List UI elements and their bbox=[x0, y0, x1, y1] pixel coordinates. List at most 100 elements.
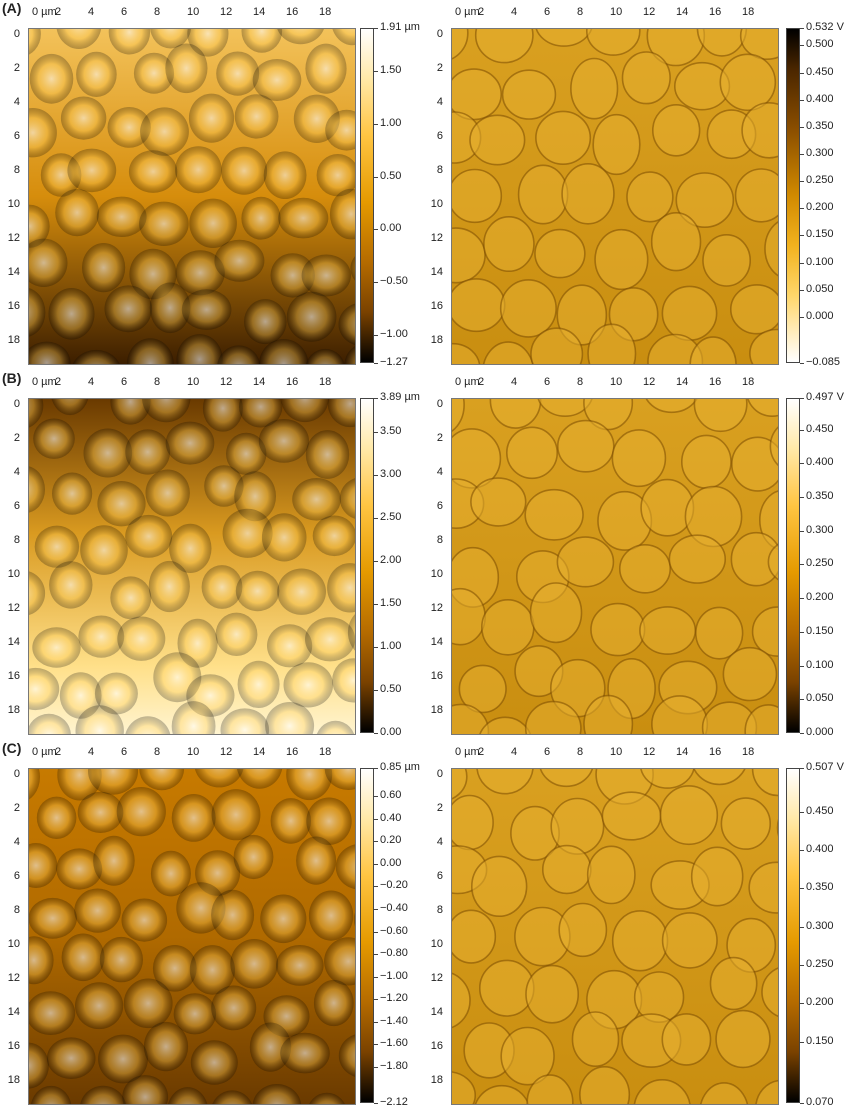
color-bar-tick bbox=[374, 954, 378, 956]
grain bbox=[452, 769, 468, 800]
color-bar-tick-label: 2.00 bbox=[380, 553, 402, 566]
grain bbox=[650, 212, 702, 272]
color-bar-tick-label: −1.00 bbox=[380, 969, 408, 982]
x-axis-tick-label: 4 bbox=[88, 6, 95, 18]
x-axis-tick-label: 0 µm bbox=[455, 376, 480, 388]
color-bar-tick-label: 0.50 bbox=[380, 169, 402, 182]
color-bar-tick bbox=[800, 733, 804, 734]
panel-label: (C) bbox=[2, 740, 22, 756]
color-bar-tick-label: 3.89 µm bbox=[380, 391, 420, 403]
panel-c: (C) 0 µm 2 4 6 8 10 12 14 16 18 0 2 4 6 8 10 12 14 16 18 0.85… bbox=[0, 740, 850, 1110]
grain bbox=[29, 466, 45, 513]
grain bbox=[51, 399, 89, 416]
color-bar-tick bbox=[374, 398, 378, 399]
grain bbox=[125, 716, 171, 734]
grain bbox=[313, 979, 354, 1027]
grain bbox=[283, 662, 334, 708]
grain bbox=[202, 399, 243, 432]
grain bbox=[739, 29, 778, 60]
phase-image bbox=[451, 28, 779, 365]
x-axis-tick-label: 14 bbox=[253, 6, 266, 18]
color-bar-tick-label: 0.250 bbox=[806, 174, 834, 187]
color-bar-tick bbox=[800, 235, 804, 237]
grain bbox=[29, 53, 74, 104]
color-bar-tick-label: −0.20 bbox=[380, 879, 408, 892]
phase-color-bar bbox=[786, 398, 800, 733]
color-bar-tick bbox=[374, 28, 378, 29]
y-axis-tick-label: 8 bbox=[13, 904, 20, 916]
grain bbox=[78, 615, 125, 658]
color-bar-tick bbox=[800, 363, 804, 364]
color-bar-tick-label: 1.91 µm bbox=[380, 21, 420, 33]
grain bbox=[338, 1034, 355, 1077]
grain bbox=[190, 1040, 238, 1085]
grain bbox=[621, 51, 671, 105]
grain bbox=[67, 148, 117, 193]
color-bar-tick-label: 0.450 bbox=[806, 804, 834, 817]
color-bar-tick-label: 0.00 bbox=[380, 726, 402, 738]
grain bbox=[471, 855, 528, 918]
grain bbox=[592, 113, 641, 176]
grain bbox=[188, 93, 235, 143]
grain bbox=[116, 787, 166, 837]
color-bar-tick-label: 0.00 bbox=[380, 222, 402, 235]
grain bbox=[75, 982, 124, 1030]
color-bar-tick bbox=[800, 768, 804, 769]
color-bar-tick-label: −1.80 bbox=[380, 1059, 408, 1072]
y-axis-tick-label: 8 bbox=[436, 534, 443, 546]
grain bbox=[110, 576, 152, 620]
grain bbox=[747, 399, 778, 417]
color-bar-tick bbox=[374, 560, 378, 562]
y-axis-tick-label: 0 bbox=[436, 398, 443, 410]
grain bbox=[305, 43, 347, 94]
grain bbox=[171, 701, 216, 734]
grain bbox=[301, 254, 351, 297]
grain bbox=[327, 563, 355, 613]
y-axis-tick-label: 6 bbox=[436, 130, 443, 142]
grain bbox=[558, 902, 608, 958]
grain bbox=[61, 933, 105, 982]
grain bbox=[534, 228, 586, 279]
color-bar-tick bbox=[800, 1041, 804, 1043]
grain bbox=[601, 791, 662, 841]
grain bbox=[237, 769, 283, 789]
y-axis-tick-label: 0 bbox=[13, 768, 20, 780]
grain bbox=[571, 1011, 620, 1068]
color-bar-tick-label: 0.070 bbox=[806, 1096, 834, 1108]
color-bar-tick bbox=[800, 564, 804, 566]
y-axis-tick-label: 12 bbox=[7, 972, 20, 984]
grain bbox=[88, 769, 138, 795]
grain bbox=[46, 1037, 96, 1079]
grain bbox=[173, 993, 217, 1035]
grain bbox=[233, 834, 274, 880]
grain bbox=[169, 523, 212, 573]
x-axis-tick-label: 8 bbox=[154, 746, 161, 758]
grain bbox=[29, 341, 71, 364]
grain bbox=[452, 168, 503, 224]
grain bbox=[709, 956, 758, 1011]
x-axis-tick-label: 18 bbox=[742, 376, 755, 388]
grain bbox=[309, 1092, 345, 1104]
x-axis-tick-label: 6 bbox=[121, 746, 128, 758]
grain bbox=[80, 525, 128, 575]
color-bar-tick bbox=[374, 229, 378, 231]
y-axis-tick-label: 10 bbox=[7, 198, 20, 210]
color-bar-tick-label: 0.450 bbox=[806, 422, 834, 435]
grain bbox=[32, 627, 81, 668]
y-axis-tick-label: 14 bbox=[430, 636, 443, 648]
y-axis-tick-label: 12 bbox=[7, 232, 20, 244]
color-bar-tick bbox=[374, 176, 378, 178]
grain bbox=[216, 51, 260, 96]
grain bbox=[675, 172, 735, 229]
grain bbox=[139, 769, 185, 791]
color-bar-tick-label: 0.497 V bbox=[806, 391, 844, 403]
grain bbox=[619, 544, 672, 594]
x-axis-tick-label: 6 bbox=[121, 6, 128, 18]
color-bar-tick bbox=[800, 631, 804, 633]
grain bbox=[749, 328, 778, 364]
color-bar-tick bbox=[800, 665, 804, 667]
grain bbox=[525, 964, 580, 1024]
y-axis-tick-label: 14 bbox=[7, 266, 20, 278]
grain bbox=[29, 713, 71, 734]
color-bar-tick bbox=[800, 126, 804, 128]
